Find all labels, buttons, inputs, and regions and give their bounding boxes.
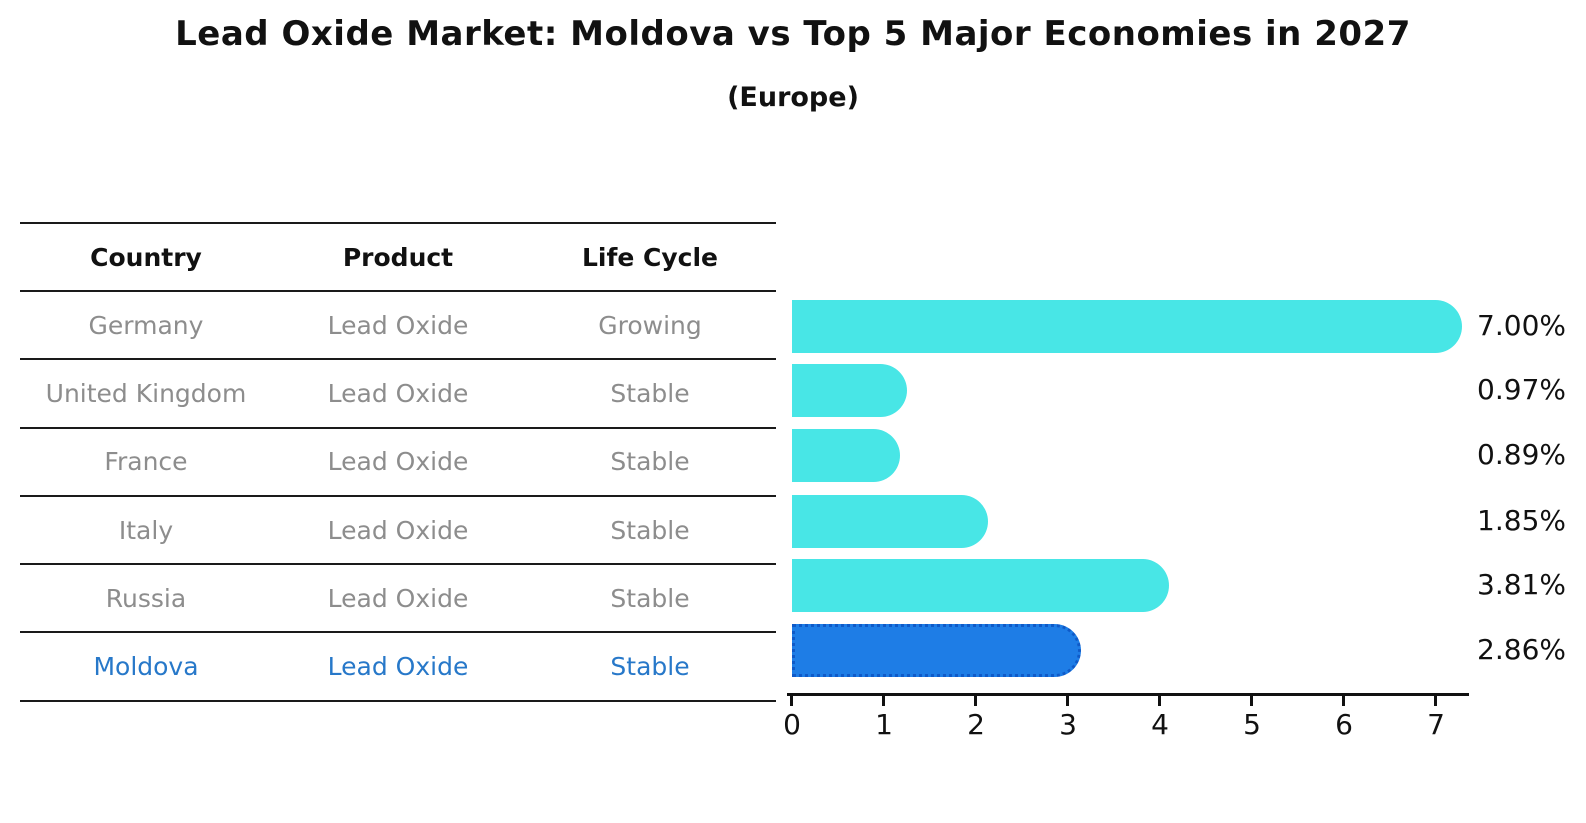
bar-germany [792, 300, 1462, 353]
value-label: 1.85% [1477, 504, 1566, 537]
country-cell: Germany [88, 310, 204, 340]
bar-france [792, 429, 900, 482]
x-axis-tick [1434, 696, 1437, 706]
bar-united-kingdom [792, 364, 907, 417]
x-axis-tick [974, 696, 977, 706]
country-cell: France [104, 447, 188, 477]
table-row: Germany Lead Oxide Growing [20, 292, 776, 361]
life-cycle-cell: Stable [610, 378, 690, 408]
table-row: United Kingdom Lead Oxide Stable [20, 360, 776, 429]
bar-italy [792, 495, 988, 548]
country-table: Country Product Life Cycle Germany Lead … [20, 222, 776, 702]
product-cell: Lead Oxide [327, 447, 469, 477]
table-row-moldova-highlighted: Moldova Lead Oxide Stable [20, 633, 776, 702]
x-axis-tick [1066, 696, 1069, 706]
page-subtitle: (Europe) [727, 82, 859, 113]
life-cycle-cell: Stable [610, 447, 690, 477]
bar-russia [792, 559, 1169, 612]
x-axis-tick-label: 7 [1427, 708, 1445, 741]
x-axis-tick-label: 3 [1059, 708, 1077, 741]
country-cell: Moldova [93, 652, 199, 682]
product-cell: Lead Oxide [327, 515, 469, 545]
x-axis-tick [1250, 696, 1253, 706]
product-cell: Lead Oxide [327, 583, 469, 613]
x-axis-tick-label: 2 [967, 708, 985, 741]
x-axis-tick-label: 0 [783, 708, 801, 741]
value-label: 7.00% [1477, 309, 1566, 342]
value-label: 3.81% [1477, 568, 1566, 601]
value-label: 0.97% [1477, 373, 1566, 406]
product-cell: Lead Oxide [327, 310, 469, 340]
x-axis-tick-label: 4 [1151, 708, 1169, 741]
table-row: Italy Lead Oxide Stable [20, 497, 776, 566]
bar-moldova-highlighted [792, 624, 1081, 677]
life-cycle-cell: Stable [610, 515, 690, 545]
table-header-row: Country Product Life Cycle [20, 224, 776, 292]
value-label: 0.89% [1477, 438, 1566, 471]
x-axis-tick-label: 5 [1243, 708, 1261, 741]
x-axis-tick [1342, 696, 1345, 706]
page-title: Lead Oxide Market: Moldova vs Top 5 Majo… [175, 14, 1411, 54]
table-row: France Lead Oxide Stable [20, 429, 776, 497]
x-axis-tick-label: 1 [875, 708, 893, 741]
product-cell: Lead Oxide [327, 652, 469, 682]
country-cell: Russia [105, 583, 187, 613]
table-row: Russia Lead Oxide Stable [20, 565, 776, 634]
x-axis-tick [1158, 696, 1161, 706]
x-axis-tick [882, 696, 885, 706]
column-header-life-cycle: Life Cycle [581, 242, 719, 272]
life-cycle-cell: Growing [598, 310, 702, 340]
life-cycle-cell: Stable [610, 583, 690, 613]
column-header-country: Country [90, 242, 202, 272]
country-cell: United Kingdom [45, 378, 247, 408]
value-label: 2.86% [1477, 633, 1566, 666]
country-cell: Italy [118, 515, 174, 545]
x-axis-tick-label: 6 [1335, 708, 1353, 741]
product-cell: Lead Oxide [327, 378, 469, 408]
x-axis-line [787, 693, 1469, 696]
life-cycle-cell: Stable [610, 652, 690, 682]
x-axis-tick [790, 696, 793, 706]
column-header-product: Product [342, 242, 454, 272]
